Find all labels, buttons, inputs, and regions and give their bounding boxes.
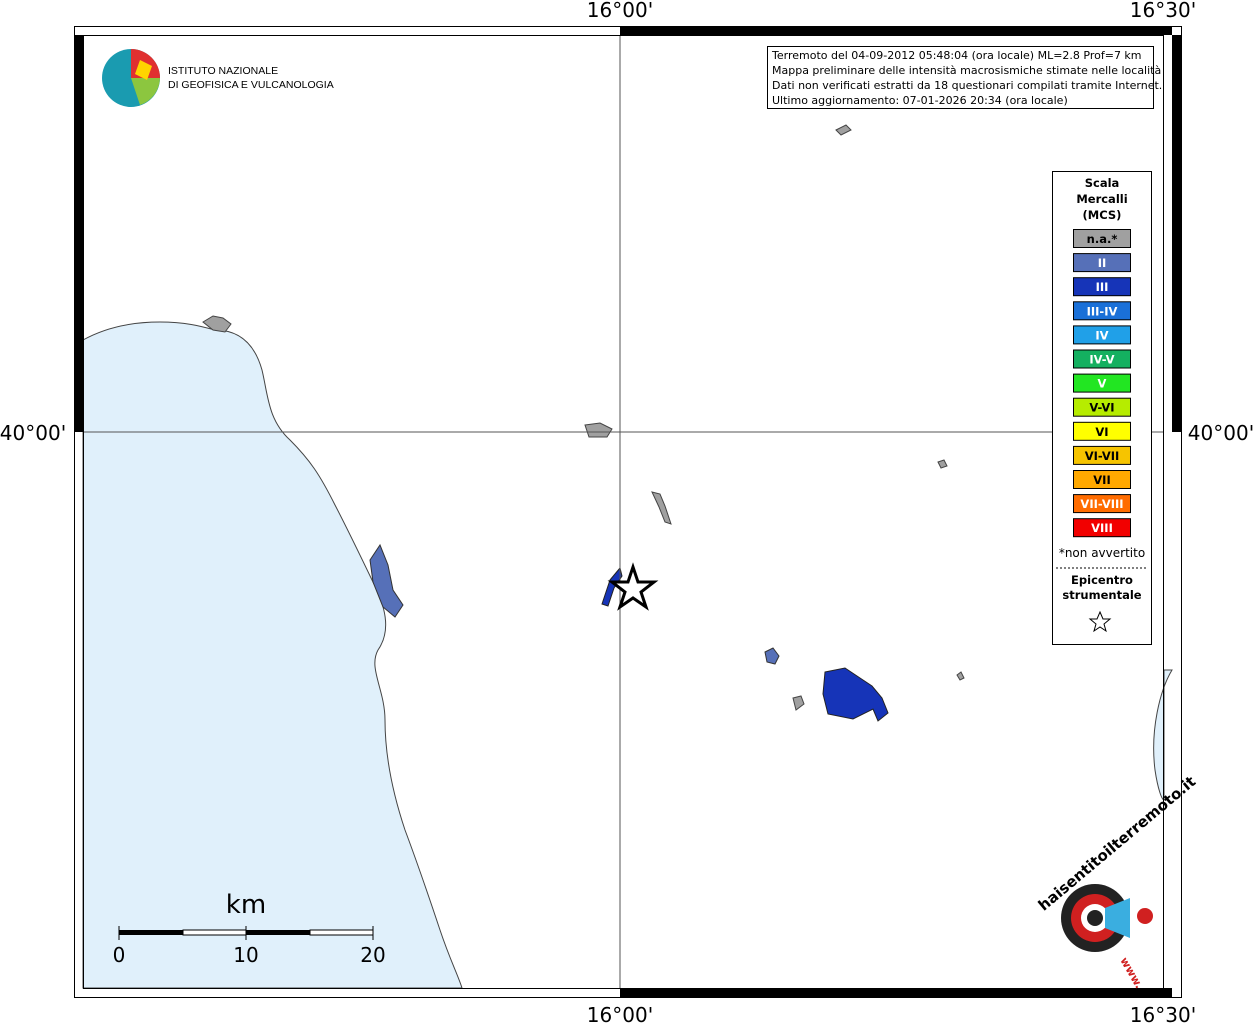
scale-label: 0 — [113, 943, 126, 967]
locality — [584, 422, 613, 438]
legend-label: IV-V — [1089, 353, 1114, 367]
epicenter-star — [607, 562, 659, 611]
locality — [764, 647, 780, 665]
legend-swatch — [1073, 301, 1131, 321]
legend-swatch — [1073, 229, 1131, 248]
locality — [792, 695, 805, 711]
legend-label: VII-VIII — [1080, 497, 1123, 511]
logo: ISTITUTO NAZIONALE DI GEOFISICA E VULCAN… — [102, 49, 334, 107]
frame-bar — [620, 988, 1172, 997]
legend-title: (MCS) — [1083, 208, 1122, 222]
legend-epicenter: Epicentro — [1071, 573, 1133, 587]
legend-label: VI — [1095, 425, 1108, 439]
locality — [202, 315, 232, 333]
lat-label: 40°00' — [1188, 421, 1254, 445]
legend-swatch — [1073, 397, 1131, 417]
logo-text: ISTITUTO NAZIONALE — [168, 65, 278, 77]
legend-swatch — [1073, 325, 1131, 345]
legend-label: V — [1098, 377, 1107, 391]
legend-title: Scala — [1085, 176, 1120, 190]
legend-swatch — [1073, 494, 1131, 514]
sea — [1153, 669, 1173, 801]
legend-label: VIII — [1091, 521, 1113, 535]
info-box — [767, 46, 1154, 109]
legend-swatch — [1073, 253, 1131, 273]
legend-label: VI-VII — [1085, 449, 1120, 463]
legend-epicenter: strumentale — [1062, 588, 1141, 602]
logo-text: DI GEOFISICA E VULCANOLOGIA — [168, 79, 334, 91]
legend-swatch — [1073, 421, 1131, 441]
frame-bar — [74, 35, 83, 432]
lon-label: 16°30' — [1130, 0, 1196, 22]
info-line: Ultimo aggiornamento: 07-01-2026 20:34 (… — [772, 94, 1068, 107]
locality — [956, 671, 965, 681]
lat-label: 40°00' — [0, 421, 66, 445]
legend-note: *non avvertito — [1059, 546, 1145, 560]
lon-label: 16°00' — [587, 0, 653, 22]
legend-label: II — [1098, 256, 1107, 270]
locality — [651, 491, 672, 525]
lon-label: 16°00' — [587, 1003, 653, 1024]
frame-bar — [1172, 35, 1181, 432]
legend-swatch — [1073, 445, 1131, 465]
frame-bar — [620, 26, 1172, 35]
legend-swatch — [1073, 349, 1131, 369]
scale-label: 20 — [360, 943, 385, 967]
legend-label: III — [1096, 280, 1109, 294]
legend-label: III-IV — [1087, 304, 1118, 318]
legend-swatch — [1073, 277, 1131, 297]
locality — [937, 459, 948, 469]
info-line: Dati non verificati estratti da 18 quest… — [772, 79, 1162, 92]
legend-label: n.a.* — [1087, 232, 1118, 246]
legend-label: IV — [1095, 328, 1108, 342]
legend-star — [1088, 610, 1112, 633]
lon-label: 16°30' — [1130, 1003, 1196, 1024]
locality — [822, 667, 889, 722]
locality — [835, 124, 852, 136]
legend-swatch — [1073, 373, 1131, 393]
legend-title: Mercalli — [1076, 192, 1127, 206]
info-line: Mappa preliminare delle intensità macros… — [772, 64, 1161, 77]
scale-bar: km 0 10 20 — [113, 890, 386, 967]
scale-unit: km — [226, 890, 266, 920]
legend-label: V-VI — [1089, 401, 1114, 415]
legend-swatch — [1073, 470, 1131, 489]
legend-swatch — [1073, 518, 1131, 538]
info-line: Terremoto del 04-09-2012 05:48:04 (ora l… — [771, 49, 1142, 62]
scale-label: 10 — [233, 943, 258, 967]
locality — [369, 543, 404, 618]
legend-label: VII — [1093, 473, 1110, 487]
